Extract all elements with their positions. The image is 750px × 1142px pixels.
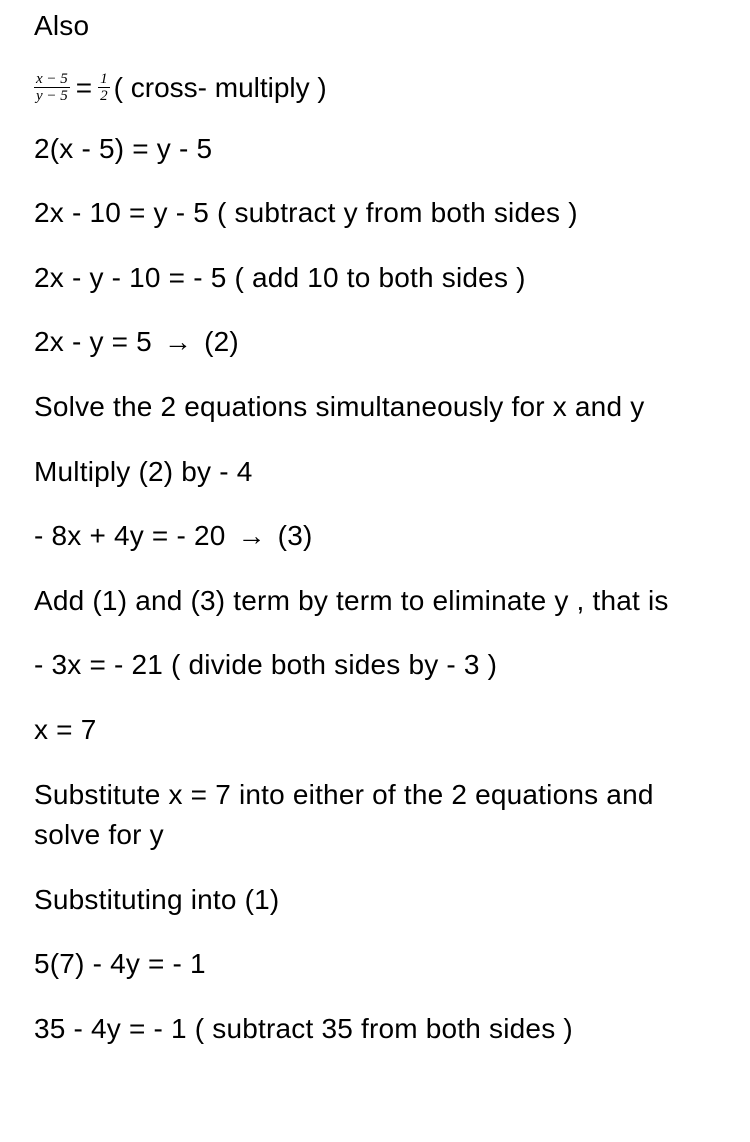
step-3: 2x - y - 10 = - 5 ( add 10 to both sides… (34, 258, 750, 299)
step-11: Substitute x = 7 into either of the 2 eq… (34, 775, 674, 856)
frac-den2: 2 (98, 87, 110, 105)
arrow-icon: → (238, 516, 266, 557)
step-12: Substituting into (1) (34, 880, 750, 921)
step-4: 2x - y = 5 → (2) (34, 322, 750, 363)
frac-after: ( cross- multiply ) (114, 72, 327, 104)
frac-eq: = (76, 72, 92, 104)
step-also: Also (34, 6, 750, 47)
fraction-left: x − 5 y − 5 (34, 71, 70, 105)
step-4a: 2x - y = 5 (34, 326, 160, 357)
step-14: 35 - 4y = - 1 ( subtract 35 from both si… (34, 1009, 750, 1050)
step-7a: - 8x + 4y = - 20 (34, 520, 234, 551)
step-6: Multiply (2) by - 4 (34, 452, 750, 493)
step-1: 2(x - 5) = y - 5 (34, 129, 750, 170)
step-10: x = 7 (34, 710, 750, 751)
step-5: Solve the 2 equations simultaneously for… (34, 387, 674, 428)
step-8: Add (1) and (3) term by term to eliminat… (34, 581, 694, 622)
frac-num2: 1 (98, 71, 110, 88)
frac-den1: y − 5 (34, 87, 70, 105)
step-9: - 3x = - 21 ( divide both sides by - 3 ) (34, 645, 750, 686)
arrow-icon: → (164, 322, 192, 363)
step-13: 5(7) - 4y = - 1 (34, 944, 750, 985)
step-4b: (2) (196, 326, 239, 357)
frac-num1: x − 5 (34, 71, 70, 88)
step-7: - 8x + 4y = - 20 → (3) (34, 516, 750, 557)
step-7b: (3) (270, 520, 313, 551)
fraction-right: 1 2 (98, 71, 110, 105)
step-2: 2x - 10 = y - 5 ( subtract y from both s… (34, 193, 750, 234)
step-fraction: x − 5 y − 5 = 1 2 ( cross- multiply ) (34, 71, 750, 105)
